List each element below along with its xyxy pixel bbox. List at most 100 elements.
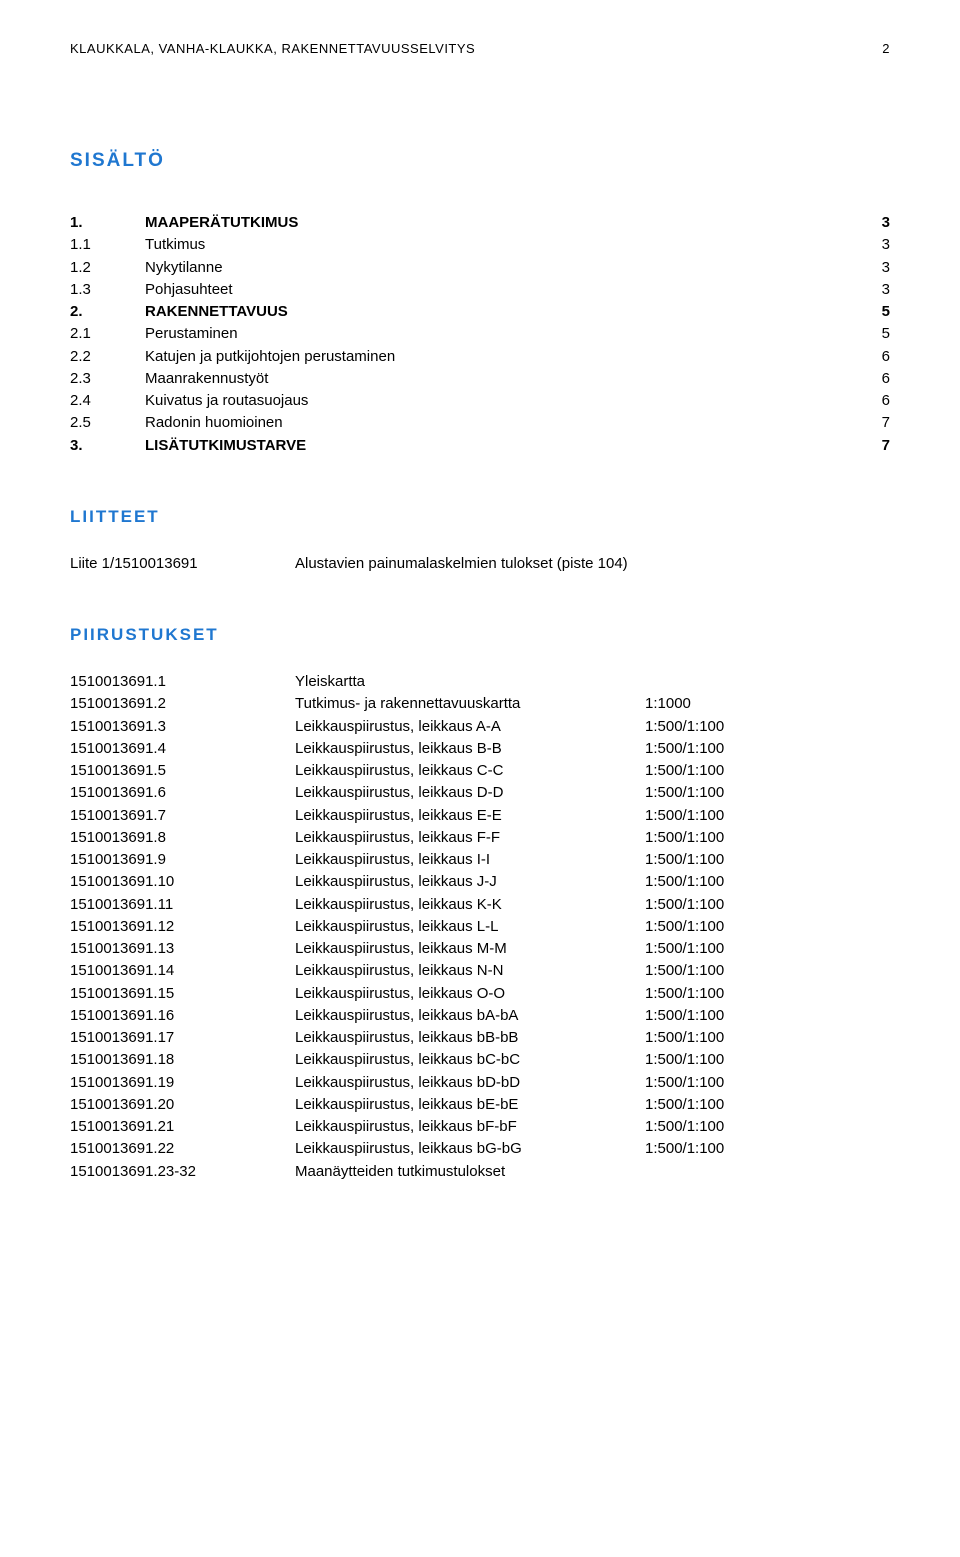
toc-page: 7	[860, 436, 890, 456]
drawing-desc: Leikkauspiirustus, leikkaus L-L	[295, 917, 645, 937]
toc-page: 5	[860, 302, 890, 322]
toc-title: Nykytilanne	[145, 258, 860, 278]
drawing-id: 1510013691.13	[70, 939, 295, 959]
drawing-scale: 1:500/1:100	[645, 806, 890, 826]
drawing-desc: Leikkauspiirustus, leikkaus bA-bA	[295, 1006, 645, 1026]
drawing-scale: 1:500/1:100	[645, 761, 890, 781]
drawing-scale: 1:500/1:100	[645, 717, 890, 737]
liite-desc: Alustavien painumalaskelmien tulokset (p…	[295, 554, 890, 574]
drawing-id: 1510013691.18	[70, 1050, 295, 1070]
drawing-id: 1510013691.10	[70, 872, 295, 892]
drawing-desc: Leikkauspiirustus, leikkaus J-J	[295, 872, 645, 892]
drawing-id: 1510013691.2	[70, 694, 295, 714]
toc-number: 2.2	[70, 347, 145, 367]
drawing-row: 1510013691.12Leikkauspiirustus, leikkaus…	[70, 917, 890, 937]
toc-number: 2.3	[70, 369, 145, 389]
drawing-row: 1510013691.15Leikkauspiirustus, leikkaus…	[70, 984, 890, 1004]
toc-title: Katujen ja putkijohtojen perustaminen	[145, 347, 860, 367]
drawing-desc: Leikkauspiirustus, leikkaus F-F	[295, 828, 645, 848]
drawing-scale: 1:500/1:100	[645, 828, 890, 848]
drawing-scale: 1:500/1:100	[645, 939, 890, 959]
drawing-desc: Leikkauspiirustus, leikkaus bG-bG	[295, 1139, 645, 1159]
drawing-id: 1510013691.6	[70, 783, 295, 803]
drawing-row: 1510013691.22Leikkauspiirustus, leikkaus…	[70, 1139, 890, 1159]
drawing-id: 1510013691.4	[70, 739, 295, 759]
toc-number: 2.	[70, 302, 145, 322]
drawing-desc: Leikkauspiirustus, leikkaus M-M	[295, 939, 645, 959]
toc-page: 7	[860, 413, 890, 433]
drawing-scale: 1:500/1:100	[645, 961, 890, 981]
heading-sisalto: SISÄLTÖ	[70, 148, 890, 174]
toc-title: Kuivatus ja routasuojaus	[145, 391, 860, 411]
liite-id: Liite 1/1510013691	[70, 554, 295, 574]
toc-title: RAKENNETTAVUUS	[145, 302, 860, 322]
piirustukset-list: 1510013691.1Yleiskartta1510013691.2Tutki…	[70, 672, 890, 1182]
drawing-desc: Leikkauspiirustus, leikkaus bE-bE	[295, 1095, 645, 1115]
toc-row: 2.1Perustaminen5	[70, 324, 890, 344]
toc-row: 1.MAAPERÄTUTKIMUS3	[70, 213, 890, 233]
drawing-scale: 1:500/1:100	[645, 1095, 890, 1115]
drawing-id: 1510013691.11	[70, 895, 295, 915]
drawing-scale: 1:500/1:100	[645, 984, 890, 1004]
header-title: KLAUKKALA, VANHA-KLAUKKA, RAKENNETTAVUUS…	[70, 40, 475, 58]
toc-row: 1.2Nykytilanne3	[70, 258, 890, 278]
drawing-desc: Leikkauspiirustus, leikkaus bC-bC	[295, 1050, 645, 1070]
toc-row: 1.3Pohjasuhteet3	[70, 280, 890, 300]
drawing-row: 1510013691.7Leikkauspiirustus, leikkaus …	[70, 806, 890, 826]
page-number: 2	[882, 40, 890, 58]
drawing-scale: 1:500/1:100	[645, 850, 890, 870]
drawing-row: 1510013691.4Leikkauspiirustus, leikkaus …	[70, 739, 890, 759]
drawing-id: 1510013691.20	[70, 1095, 295, 1115]
toc-page: 3	[860, 235, 890, 255]
drawing-desc: Leikkauspiirustus, leikkaus C-C	[295, 761, 645, 781]
toc-page: 5	[860, 324, 890, 344]
toc-number: 3.	[70, 436, 145, 456]
drawing-row: 1510013691.19Leikkauspiirustus, leikkaus…	[70, 1073, 890, 1093]
drawing-desc: Leikkauspiirustus, leikkaus O-O	[295, 984, 645, 1004]
drawing-row: 1510013691.8Leikkauspiirustus, leikkaus …	[70, 828, 890, 848]
drawing-desc: Leikkauspiirustus, leikkaus bB-bB	[295, 1028, 645, 1048]
toc-number: 2.4	[70, 391, 145, 411]
toc-page: 6	[860, 369, 890, 389]
toc-row: 2.4Kuivatus ja routasuojaus6	[70, 391, 890, 411]
drawing-id: 1510013691.7	[70, 806, 295, 826]
drawing-scale: 1:500/1:100	[645, 1139, 890, 1159]
toc-row: 2.5Radonin huomioinen7	[70, 413, 890, 433]
toc-title: LISÄTUTKIMUSTARVE	[145, 436, 860, 456]
drawing-id: 1510013691.8	[70, 828, 295, 848]
toc-number: 1.	[70, 213, 145, 233]
drawing-scale: 1:500/1:100	[645, 1117, 890, 1137]
drawing-desc: Leikkauspiirustus, leikkaus B-B	[295, 739, 645, 759]
drawing-row: 1510013691.20Leikkauspiirustus, leikkaus…	[70, 1095, 890, 1115]
table-of-contents: 1.MAAPERÄTUTKIMUS31.1Tutkimus31.2Nykytil…	[70, 213, 890, 456]
toc-number: 1.2	[70, 258, 145, 278]
toc-page: 3	[860, 258, 890, 278]
page-header: KLAUKKALA, VANHA-KLAUKKA, RAKENNETTAVUUS…	[70, 40, 890, 58]
drawing-id: 1510013691.16	[70, 1006, 295, 1026]
drawing-row: 1510013691.14Leikkauspiirustus, leikkaus…	[70, 961, 890, 981]
toc-page: 6	[860, 347, 890, 367]
toc-page: 3	[860, 280, 890, 300]
drawing-id: 1510013691.19	[70, 1073, 295, 1093]
drawing-id: 1510013691.9	[70, 850, 295, 870]
drawing-scale: 1:500/1:100	[645, 783, 890, 803]
toc-title: Tutkimus	[145, 235, 860, 255]
drawing-scale: 1:500/1:100	[645, 1050, 890, 1070]
toc-title: MAAPERÄTUTKIMUS	[145, 213, 860, 233]
drawing-scale: 1:500/1:100	[645, 1028, 890, 1048]
toc-title: Perustaminen	[145, 324, 860, 344]
heading-liitteet: LIITTEET	[70, 506, 890, 529]
drawing-scale: 1:500/1:100	[645, 1073, 890, 1093]
drawing-scale: 1:500/1:100	[645, 739, 890, 759]
liitteet-list: Liite 1/1510013691Alustavien painumalask…	[70, 554, 890, 574]
toc-title: Pohjasuhteet	[145, 280, 860, 300]
drawing-row: 1510013691.5Leikkauspiirustus, leikkaus …	[70, 761, 890, 781]
drawing-desc: Yleiskartta	[295, 672, 645, 692]
drawing-scale	[645, 672, 890, 692]
toc-row: 3.LISÄTUTKIMUSTARVE7	[70, 436, 890, 456]
drawing-row: 1510013691.9Leikkauspiirustus, leikkaus …	[70, 850, 890, 870]
drawing-id: 1510013691.23-32	[70, 1162, 295, 1182]
drawing-id: 1510013691.17	[70, 1028, 295, 1048]
drawing-id: 1510013691.12	[70, 917, 295, 937]
drawing-row: 1510013691.13Leikkauspiirustus, leikkaus…	[70, 939, 890, 959]
